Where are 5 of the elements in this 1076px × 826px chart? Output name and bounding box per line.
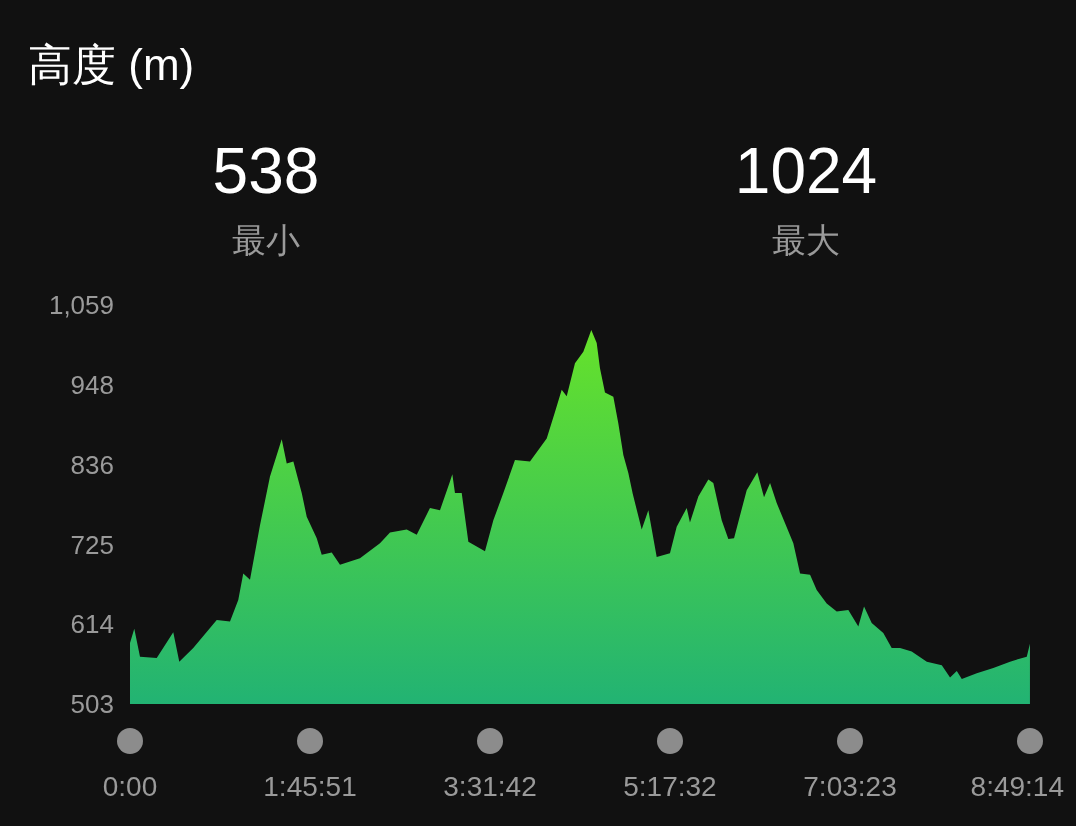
annotation: 最大 xyxy=(772,221,840,259)
annotation: 538 xyxy=(212,135,320,207)
title: 高度 (m) xyxy=(28,40,195,89)
annotation: 1024 xyxy=(734,135,878,207)
annotation: 最小 xyxy=(232,221,300,259)
